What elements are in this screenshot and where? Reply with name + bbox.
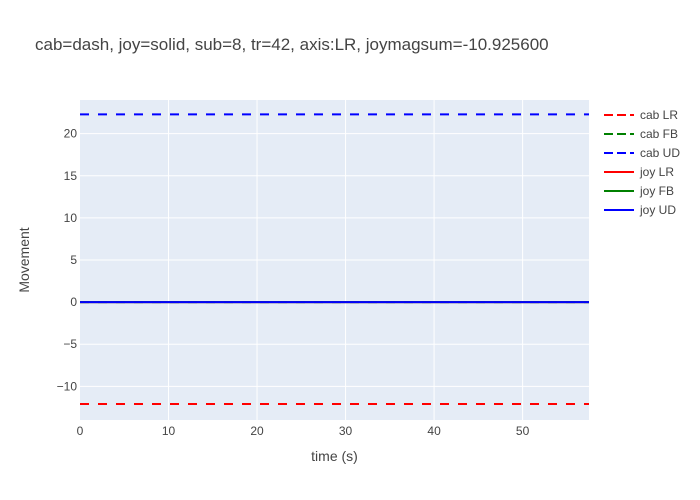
x-tick-label: 10 <box>162 424 176 438</box>
y-tick-label: 0 <box>70 295 77 309</box>
y-axis-ticks: −10 −5 0 5 10 15 20 <box>57 127 78 394</box>
y-tick-label: −5 <box>63 337 77 351</box>
chart-title: cab=dash, joy=solid, sub=8, tr=42, axis:… <box>35 35 549 54</box>
legend-item-cab-fb[interactable]: cab FB <box>604 127 678 141</box>
x-axis-ticks: 0 10 20 30 40 50 <box>77 424 530 438</box>
legend-item-joy-fb[interactable]: joy FB <box>604 184 674 198</box>
legend-item-joy-ud[interactable]: joy UD <box>604 203 676 217</box>
y-tick-label: 15 <box>64 169 78 183</box>
legend-item-joy-lr[interactable]: joy LR <box>604 165 674 179</box>
legend-label: joy FB <box>639 184 674 198</box>
x-tick-label: 40 <box>427 424 441 438</box>
legend-label: joy LR <box>639 165 674 179</box>
y-tick-label: −10 <box>57 379 78 393</box>
legend-label: cab FB <box>640 127 678 141</box>
x-axis-label: time (s) <box>311 448 358 464</box>
legend-label: cab LR <box>640 108 678 122</box>
legend-item-cab-ud[interactable]: cab UD <box>604 146 680 160</box>
y-tick-label: 10 <box>64 211 78 225</box>
legend-label: cab UD <box>640 146 680 160</box>
x-tick-label: 0 <box>77 424 84 438</box>
y-tick-label: 20 <box>64 127 78 141</box>
x-tick-label: 30 <box>339 424 353 438</box>
legend-label: joy UD <box>639 203 676 217</box>
series-layer <box>80 113 589 405</box>
x-tick-label: 20 <box>250 424 264 438</box>
x-tick-label: 50 <box>516 424 530 438</box>
y-tick-label: 5 <box>70 253 77 267</box>
legend[interactable]: cab LR cab FB cab UD joy LR joy FB joy UD <box>604 108 680 217</box>
legend-item-cab-lr[interactable]: cab LR <box>604 108 678 122</box>
y-axis-label: Movement <box>16 227 32 292</box>
